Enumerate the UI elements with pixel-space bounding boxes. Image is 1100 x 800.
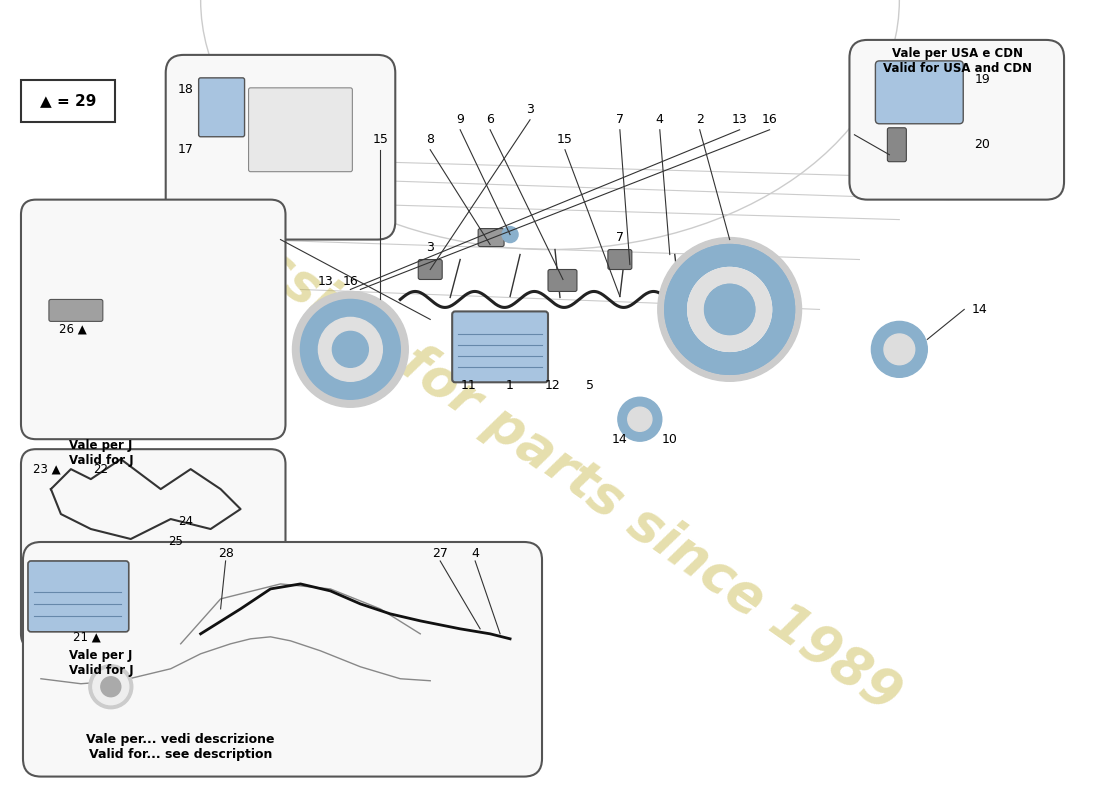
Circle shape (688, 267, 771, 351)
Text: 9: 9 (456, 114, 464, 126)
FancyBboxPatch shape (166, 55, 395, 239)
Text: 10: 10 (662, 433, 678, 446)
Text: 13: 13 (732, 114, 748, 126)
Text: 21 ▲: 21 ▲ (73, 630, 101, 643)
FancyBboxPatch shape (452, 311, 548, 382)
Circle shape (628, 407, 652, 431)
Text: 19: 19 (975, 74, 990, 86)
FancyBboxPatch shape (28, 561, 129, 632)
Text: 5: 5 (586, 378, 594, 392)
FancyBboxPatch shape (48, 299, 102, 322)
Text: 25: 25 (168, 534, 183, 547)
FancyBboxPatch shape (199, 78, 244, 137)
Text: 3: 3 (526, 103, 534, 116)
FancyBboxPatch shape (23, 542, 542, 777)
Circle shape (89, 665, 133, 709)
Circle shape (705, 285, 755, 334)
Text: 7: 7 (616, 231, 624, 244)
Circle shape (293, 291, 408, 407)
Text: 4: 4 (471, 547, 480, 561)
Text: 17: 17 (178, 143, 194, 156)
Circle shape (332, 331, 368, 367)
Text: 23 ▲: 23 ▲ (33, 462, 60, 476)
Text: 8: 8 (426, 134, 434, 146)
Text: 14: 14 (971, 303, 987, 316)
Text: ▲ = 29: ▲ = 29 (40, 94, 96, 108)
Circle shape (664, 245, 794, 374)
Text: passion for parts since 1989: passion for parts since 1989 (189, 196, 911, 722)
FancyBboxPatch shape (249, 88, 352, 172)
Circle shape (300, 299, 400, 399)
Text: 16: 16 (761, 114, 778, 126)
Circle shape (884, 334, 915, 365)
Circle shape (92, 669, 129, 705)
Text: Vale per USA e CDN
Valid for USA and CDN: Vale per USA e CDN Valid for USA and CDN (882, 47, 1032, 75)
Text: 26 ▲: 26 ▲ (59, 323, 87, 336)
Circle shape (704, 284, 755, 334)
Text: 2: 2 (696, 114, 704, 126)
Circle shape (318, 318, 383, 382)
Text: 4: 4 (656, 114, 663, 126)
Text: Vale per J
Valid for J: Vale per J Valid for J (68, 439, 133, 467)
Text: 20: 20 (975, 138, 990, 151)
Circle shape (688, 267, 771, 351)
FancyBboxPatch shape (608, 250, 631, 270)
Circle shape (502, 226, 518, 242)
Text: 27: 27 (432, 547, 448, 561)
Text: 15: 15 (557, 134, 573, 146)
Text: 22: 22 (94, 462, 108, 476)
Text: 6: 6 (486, 114, 494, 126)
Text: 15: 15 (373, 134, 388, 146)
Text: 7: 7 (616, 114, 624, 126)
Text: 14: 14 (612, 433, 628, 446)
FancyBboxPatch shape (418, 259, 442, 279)
Text: 28: 28 (218, 547, 233, 561)
Text: 13: 13 (318, 275, 333, 288)
Text: 18: 18 (178, 83, 194, 96)
FancyBboxPatch shape (21, 449, 286, 649)
Circle shape (658, 238, 802, 382)
Text: 1: 1 (506, 378, 514, 392)
Circle shape (101, 677, 121, 697)
Text: 3: 3 (427, 241, 434, 254)
Text: 16: 16 (342, 275, 359, 288)
Text: 12: 12 (546, 378, 561, 392)
FancyBboxPatch shape (548, 270, 578, 291)
FancyBboxPatch shape (849, 40, 1064, 200)
FancyBboxPatch shape (21, 80, 114, 122)
Text: Vale per J
Valid for J: Vale per J Valid for J (68, 649, 133, 677)
Circle shape (871, 322, 927, 378)
Circle shape (664, 245, 794, 374)
FancyBboxPatch shape (21, 200, 286, 439)
FancyBboxPatch shape (478, 229, 504, 246)
Text: 24: 24 (178, 514, 194, 527)
Text: Vale per... vedi descrizione
Valid for... see description: Vale per... vedi descrizione Valid for..… (87, 733, 275, 761)
FancyBboxPatch shape (888, 128, 906, 162)
FancyBboxPatch shape (876, 61, 964, 124)
Text: 11: 11 (460, 378, 476, 392)
Circle shape (618, 398, 662, 441)
